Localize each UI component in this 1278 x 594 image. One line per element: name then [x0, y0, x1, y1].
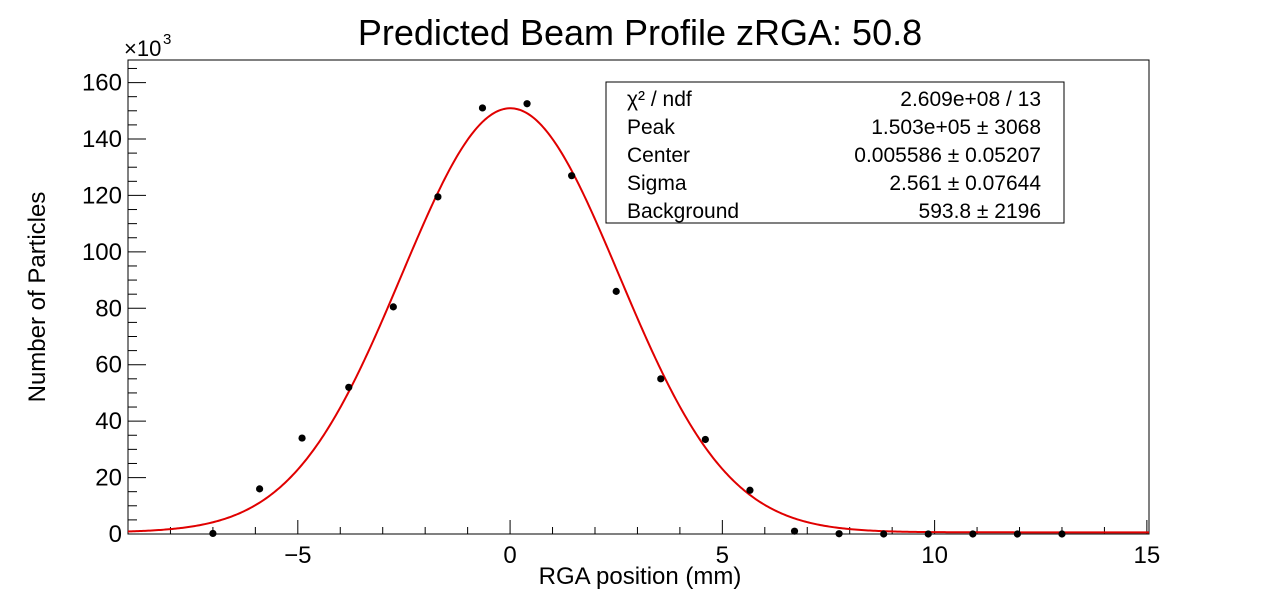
y-multiplier-exponent: 3 [163, 31, 171, 48]
data-point [657, 375, 665, 383]
stats-label: Background [627, 200, 739, 223]
data-point [746, 486, 754, 494]
stats-box-frame [605, 81, 1065, 224]
stats-label: χ² / ndf [627, 88, 692, 111]
stats-label: Peak [627, 116, 675, 139]
x-tick-label: 0 [503, 542, 516, 569]
y-tick-label: 140 [82, 126, 122, 153]
y-tick-label: 120 [82, 182, 122, 209]
x-tick-label: 10 [921, 542, 948, 569]
stats-value: 2.609e+08 / 13 [900, 88, 1041, 111]
data-point [1058, 530, 1066, 538]
data-point [701, 435, 709, 444]
data-point [924, 530, 932, 538]
stats-label: Sigma [627, 172, 687, 195]
fit-statistics-box: χ² / ndf 2.609e+08 / 13 Peak 1.503e+05 ± 30… [605, 81, 1065, 224]
y-tick-label: 20 [95, 465, 122, 492]
stats-rows: χ² / ndf 2.609e+08 / 13 Peak 1.503e+05 ± 30… [627, 88, 1041, 223]
y-tick-label: 80 [95, 295, 122, 322]
y-multiplier-base: ×10 [124, 36, 161, 61]
stats-value: 2.561 ± 0.07644 [889, 172, 1041, 195]
y-tick-label: 40 [95, 408, 122, 435]
data-points [209, 100, 1066, 538]
data-point [209, 529, 217, 538]
x-tick-label: 5 [716, 542, 729, 569]
data-point [568, 172, 576, 180]
y-axis-multiplier: ×10 3 [124, 31, 171, 61]
stats-value: 0.005586 ± 0.05207 [854, 144, 1041, 167]
data-point [345, 383, 353, 391]
y-tick-label: 100 [82, 239, 122, 266]
x-tick-label: 15 [1134, 542, 1161, 569]
x-axis-label: RGA position (mm) [539, 563, 742, 590]
data-point [478, 104, 487, 112]
data-point [523, 100, 531, 108]
data-point [1013, 530, 1022, 538]
data-point [434, 193, 442, 201]
data-point [969, 530, 977, 538]
data-point [790, 527, 799, 535]
y-tick-label: 160 [82, 70, 122, 97]
data-point [835, 530, 843, 538]
x-tick-label: −5 [284, 542, 311, 569]
stats-value: 1.503e+05 ± 3068 [871, 116, 1041, 139]
y-axis-label: Number of Particles [24, 192, 51, 403]
chart-title: Predicted Beam Profile zRGA: 50.8 [358, 12, 922, 53]
gaussian-fit-curve [127, 107, 1149, 534]
data-point [298, 434, 306, 442]
x-axis: −5 0 5 10 15 [127, 520, 1161, 569]
data-point [612, 287, 620, 295]
plot-frame [127, 59, 1150, 535]
y-tick-label: 60 [95, 352, 122, 379]
data-point [389, 303, 397, 311]
stats-value: 593.8 ± 2196 [919, 200, 1041, 223]
y-axis: 0 20 40 60 80 100 120 140 160 [82, 67, 146, 548]
y-tick-label: 0 [109, 521, 122, 548]
stats-label: Center [627, 144, 690, 167]
data-point [880, 530, 888, 538]
data-point [256, 485, 264, 493]
